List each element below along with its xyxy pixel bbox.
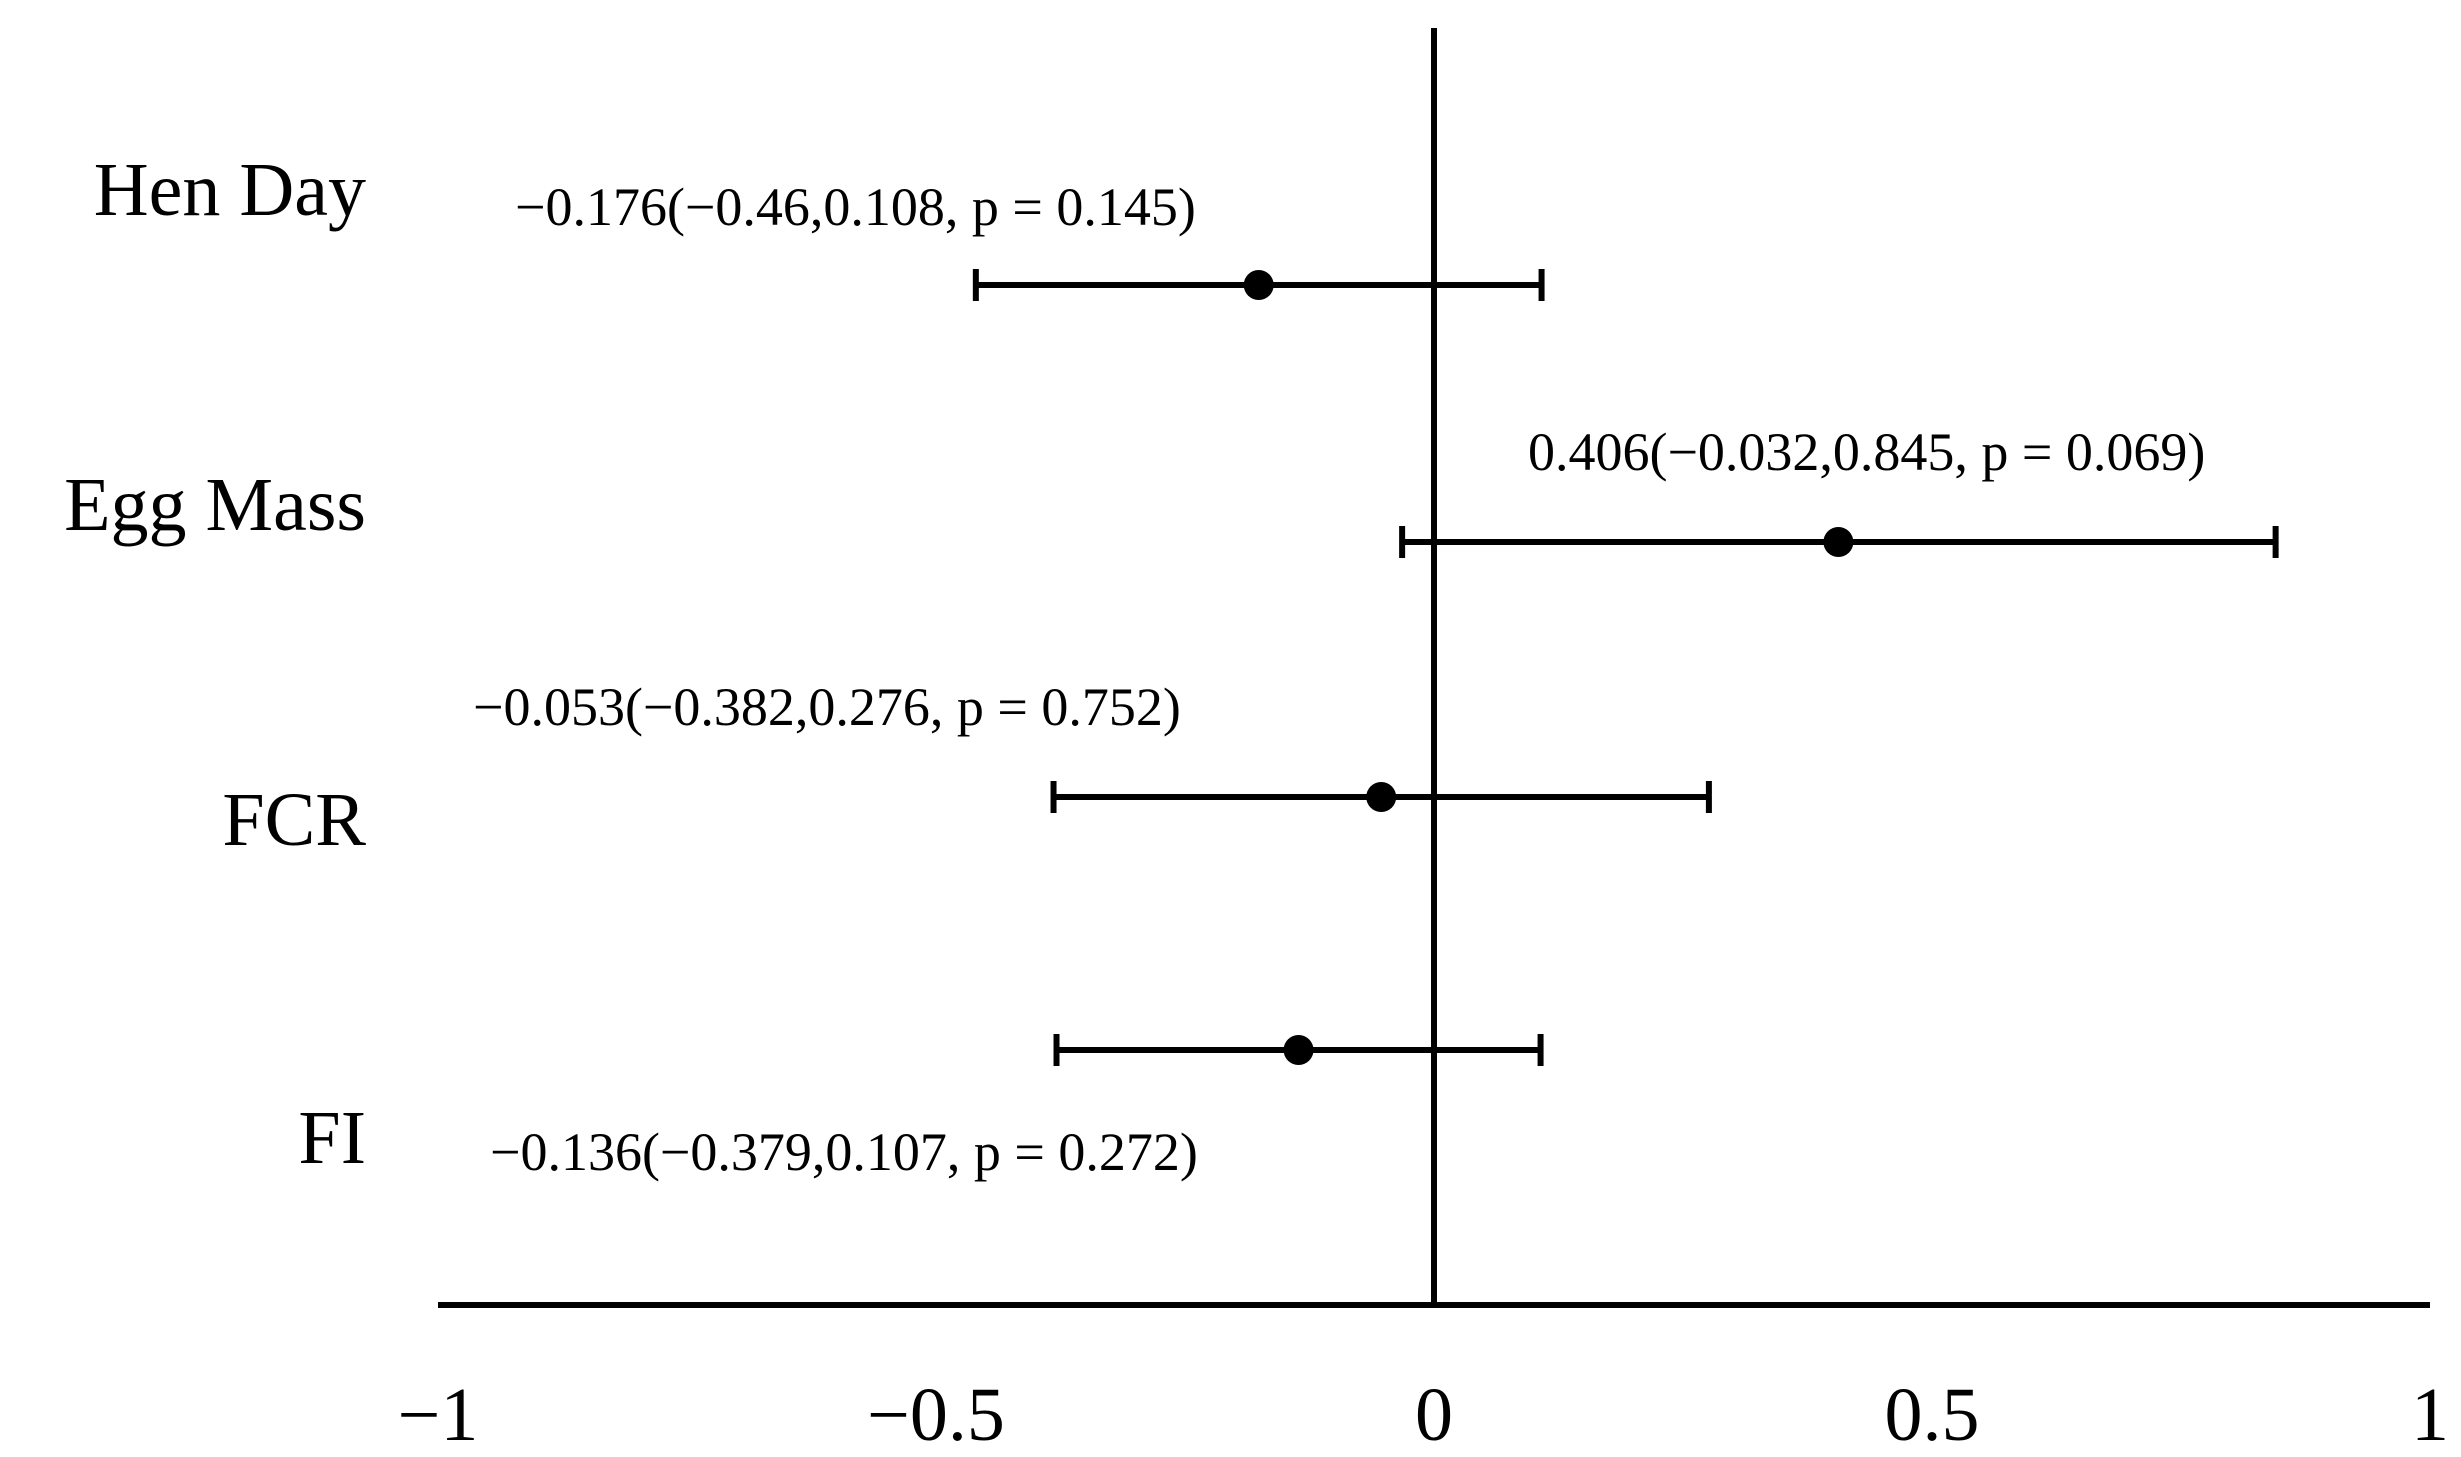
estimate-row: FCR −0.053(−0.382,0.276, p = 0.752) xyxy=(222,677,1712,862)
point-estimate-marker xyxy=(1366,782,1397,812)
point-estimate-marker xyxy=(1243,270,1274,300)
estimate-rows: Hen Day −0.176(−0.46,0.108, p = 0.145) Egg… xyxy=(64,148,2279,1182)
estimate-row: FI −0.136(−0.379,0.107, p = 0.272) xyxy=(298,1034,1544,1182)
category-label: FCR xyxy=(222,778,366,862)
estimate-data-label: −0.053(−0.382,0.276, p = 0.752) xyxy=(473,677,1181,737)
estimate-data-label: −0.136(−0.379,0.107, p = 0.272) xyxy=(490,1122,1198,1182)
x-tick-label: 0 xyxy=(1415,1373,1453,1457)
category-label: Egg Mass xyxy=(64,463,366,547)
x-tick-label: 0.5 xyxy=(1885,1373,1980,1457)
category-label: FI xyxy=(298,1096,366,1180)
x-tick-label: −1 xyxy=(398,1373,479,1457)
x-tick-labels: −1 −0.5 0 0.5 1 xyxy=(398,1373,2449,1457)
point-estimate-marker xyxy=(1283,1035,1314,1065)
category-label: Hen Day xyxy=(94,148,366,232)
estimate-row: Hen Day −0.176(−0.46,0.108, p = 0.145) xyxy=(94,148,1545,301)
point-estimate-marker xyxy=(1823,527,1854,557)
x-tick-label: 1 xyxy=(2411,1373,2449,1457)
estimate-data-label: 0.406(−0.032,0.845, p = 0.069) xyxy=(1528,422,2205,482)
estimate-data-label: −0.176(−0.46,0.108, p = 0.145) xyxy=(515,177,1196,237)
estimate-row: Egg Mass 0.406(−0.032,0.845, p = 0.069) xyxy=(64,422,2279,558)
x-tick-label: −0.5 xyxy=(867,1373,1005,1457)
